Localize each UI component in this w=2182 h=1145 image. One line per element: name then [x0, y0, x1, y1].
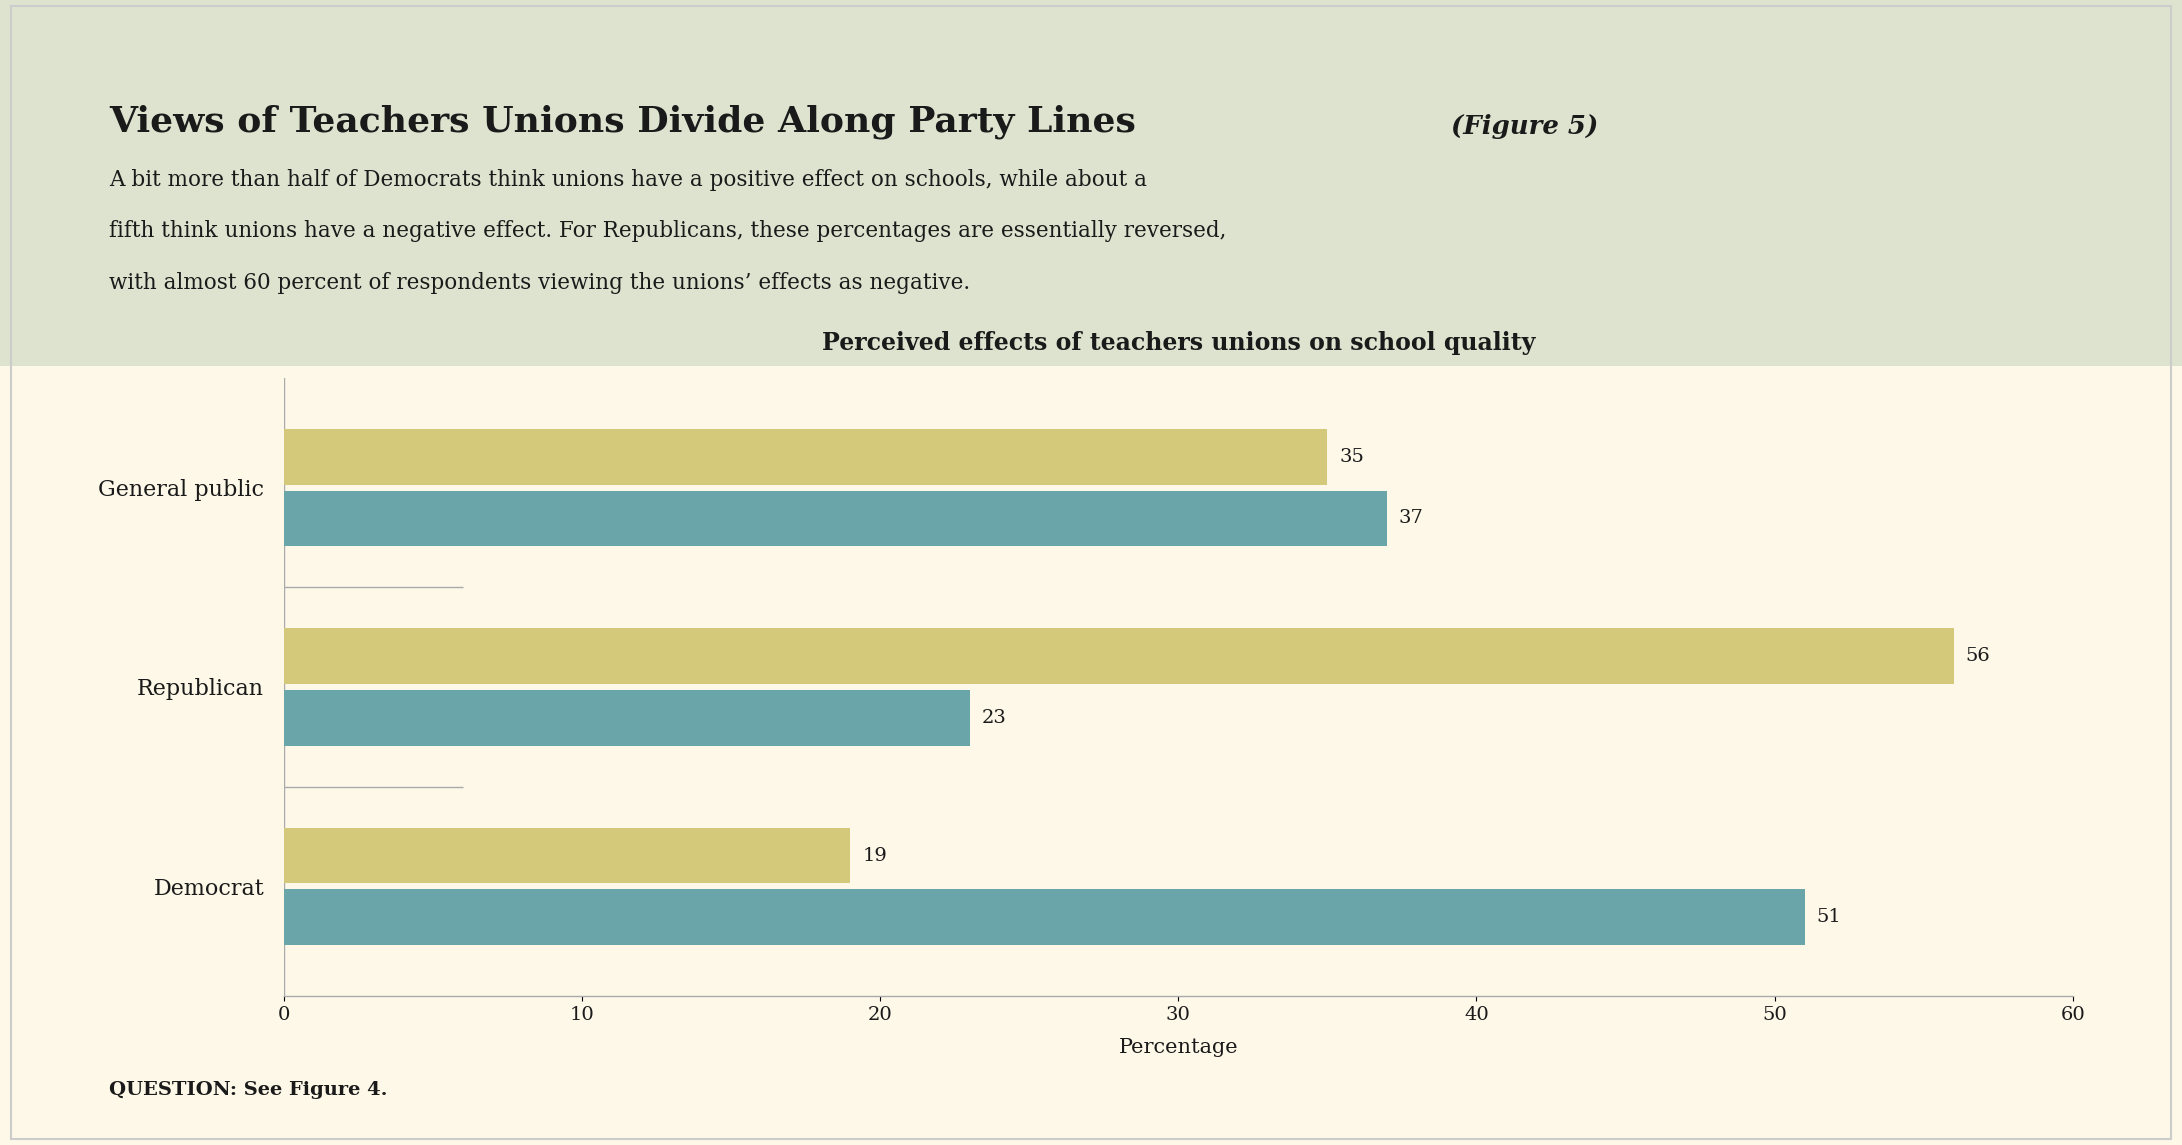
Text: Views of Teachers Unions Divide Along Party Lines: Views of Teachers Unions Divide Along Pa…: [109, 104, 1137, 140]
Text: QUESTION: See Figure 4.: QUESTION: See Figure 4.: [109, 1081, 388, 1099]
Text: 19: 19: [862, 846, 888, 864]
Bar: [284, 629, 1953, 684]
Bar: [284, 828, 851, 884]
Text: with almost 60 percent of respondents viewing the unions’ effects as negative.: with almost 60 percent of respondents vi…: [109, 271, 971, 293]
Bar: [284, 490, 1388, 546]
Text: 56: 56: [1966, 647, 1990, 665]
Bar: [284, 890, 1805, 946]
Text: 51: 51: [1815, 908, 1842, 926]
Text: fifth think unions have a negative effect. For Republicans, these percentages ar: fifth think unions have a negative effec…: [109, 220, 1226, 242]
Text: 23: 23: [982, 709, 1006, 727]
Text: A bit more than half of Democrats think unions have a positive effect on schools: A bit more than half of Democrats think …: [109, 168, 1148, 190]
Title: Perceived effects of teachers unions on school quality: Perceived effects of teachers unions on …: [823, 331, 1534, 355]
Text: (Figure 5): (Figure 5): [1451, 114, 1597, 140]
Bar: [284, 690, 969, 745]
Bar: [284, 428, 1327, 484]
X-axis label: Percentage: Percentage: [1119, 1037, 1237, 1057]
Text: 35: 35: [1340, 448, 1364, 466]
Text: 37: 37: [1399, 510, 1425, 528]
